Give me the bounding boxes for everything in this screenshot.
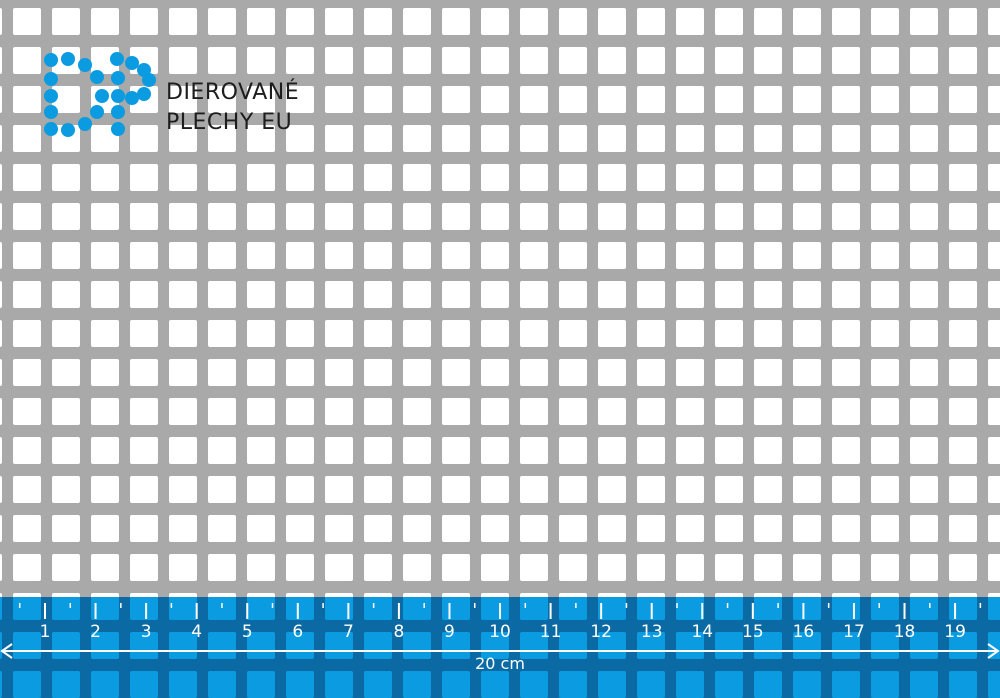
logo-dot <box>44 105 58 119</box>
logo-dot <box>61 52 75 66</box>
logo-dot <box>137 87 151 101</box>
logo-dot <box>95 89 109 103</box>
logo-dot <box>142 73 156 87</box>
brand-line-1: DIEROVANÉ <box>166 80 300 105</box>
ruler-label: 15 <box>742 622 764 642</box>
ruler-ticks <box>18 603 982 619</box>
ruler-label: 17 <box>843 622 865 642</box>
logo-dot <box>44 122 58 136</box>
ruler-label: 4 <box>191 622 203 642</box>
brand-line-2: PLECHY EU <box>166 110 293 135</box>
ruler-label: 8 <box>393 622 405 642</box>
logo-dot <box>44 53 58 67</box>
logo-dot <box>111 122 125 136</box>
ruler-label: 6 <box>292 622 304 642</box>
ruler-label: 7 <box>342 622 354 642</box>
logo-dot <box>125 91 139 105</box>
ruler-label: 9 <box>444 622 455 642</box>
ruler-label: 13 <box>640 622 663 642</box>
logo-dot <box>111 89 125 103</box>
logo-dot <box>111 71 125 85</box>
ruler-label: 1 <box>39 622 51 642</box>
ruler-label: 14 <box>691 622 714 642</box>
ruler-label: 19 <box>944 622 966 642</box>
logo-dot <box>111 105 125 119</box>
ruler-label: 2 <box>90 622 101 642</box>
ruler-label: 5 <box>241 622 253 642</box>
ruler-label: 11 <box>539 622 562 642</box>
total-length-label: 20 cm <box>475 654 525 673</box>
logo-dot <box>61 123 75 137</box>
logo-dot <box>90 70 104 84</box>
ruler-label: 16 <box>792 622 815 642</box>
ruler-label: 3 <box>140 622 152 642</box>
logo-dot <box>78 117 92 131</box>
dimension-arrow <box>0 643 1000 659</box>
logo-icon <box>44 52 156 137</box>
logo-dot <box>44 72 58 86</box>
ruler-label: 10 <box>489 622 511 642</box>
logo-dot <box>78 58 92 72</box>
logo-dot <box>90 105 104 119</box>
logo-dot <box>44 89 58 103</box>
ruler-label: 12 <box>590 622 612 642</box>
ruler-label: 18 <box>893 622 916 642</box>
logo-dot <box>125 56 139 70</box>
logo-dot <box>110 52 124 66</box>
